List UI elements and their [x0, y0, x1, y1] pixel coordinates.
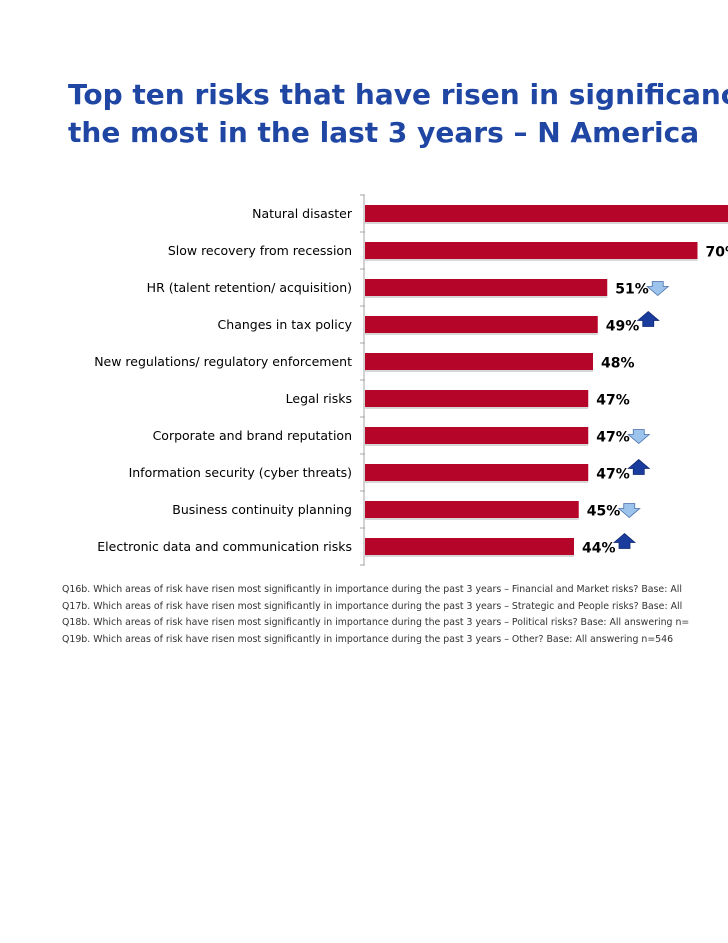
- bar-shadow: [365, 407, 589, 409]
- bar-shadow: [365, 333, 598, 335]
- value-label-new-regulations-regulatory-enforcement: 48%: [601, 356, 635, 372]
- category-label-information-security-cyber-threats: Information security (cyber threats): [129, 465, 352, 480]
- bar-shadow: [365, 259, 698, 261]
- trend-down-arrow-icon: [627, 429, 651, 445]
- trend-up-arrow-icon: [636, 310, 660, 327]
- value-label-information-security-cyber-threats: 47%: [596, 467, 630, 483]
- bar-new-regulations-regulatory-enforcement: [365, 353, 593, 370]
- bar-shadow: [365, 444, 589, 446]
- bar-electronic-data-and-communication-risks: [365, 538, 574, 555]
- trend-up-arrow-icon: [612, 532, 637, 549]
- bar-natural-disaster: [365, 205, 728, 222]
- bar-changes-in-tax-policy: [365, 316, 598, 333]
- footnote-q18b: Q18b. Which areas of risk have risen mos…: [62, 617, 690, 628]
- value-label-hr-talent-retention-acquisition: 51%: [615, 282, 649, 298]
- category-label-electronic-data-and-communication-risks: Electronic data and communication risks: [97, 539, 352, 554]
- category-label-business-continuity-planning: Business continuity planning: [172, 502, 352, 517]
- bar-slow-recovery-from-recession: [365, 242, 698, 259]
- value-label-electronic-data-and-communication-risks: 44%: [582, 541, 616, 557]
- bar-business-continuity-planning: [365, 501, 579, 518]
- bar-shadow: [365, 555, 574, 557]
- value-label-changes-in-tax-policy: 49%: [606, 319, 640, 335]
- value-label-slow-recovery-from-recession: 70%: [706, 245, 728, 261]
- category-label-hr-talent-retention-acquisition: HR (talent retention/ acquisition): [147, 280, 352, 295]
- page-title: Top ten risks that have risen in signifi…: [68, 76, 728, 152]
- bar-shadow: [365, 370, 593, 372]
- category-label-natural-disaster: Natural disaster: [252, 206, 353, 221]
- trend-down-arrow-icon: [646, 281, 670, 297]
- value-label-legal-risks: 47%: [596, 393, 630, 409]
- trend-up-arrow-icon: [627, 458, 651, 475]
- bar-information-security-cyber-threats: [365, 464, 589, 481]
- footnote-q19b: Q19b. Which areas of risk have risen mos…: [62, 633, 674, 645]
- bar-hr-talent-retention-acquisition: [365, 279, 608, 296]
- footnote-q16b: Q16b. Which areas of risk have risen mos…: [62, 584, 682, 595]
- bar-shadow: [365, 518, 579, 520]
- bar-shadow: [365, 481, 589, 483]
- footnote-q17b: Q17b. Which areas of risk have risen mos…: [62, 600, 683, 612]
- bar-shadow: [365, 296, 608, 298]
- value-label-business-continuity-planning: 45%: [587, 504, 621, 520]
- bar-corporate-and-brand-reputation: [365, 427, 589, 444]
- bar-legal-risks: [365, 390, 589, 407]
- category-label-changes-in-tax-policy: Changes in tax policy: [218, 317, 353, 332]
- category-label-new-regulations-regulatory-enforcement: New regulations/ regulatory enforcement: [94, 354, 352, 369]
- bar-shadow: [365, 222, 728, 224]
- category-label-corporate-and-brand-reputation: Corporate and brand reputation: [153, 428, 352, 443]
- footnotes: Q16b. Which areas of risk have risen mos…: [62, 582, 728, 648]
- category-label-slow-recovery-from-recession: Slow recovery from recession: [168, 243, 352, 258]
- category-label-legal-risks: Legal risks: [286, 391, 352, 406]
- bar-chart: Natural disaster Slow recovery from reces…: [94, 194, 728, 566]
- title-line-2: the most in the last 3 years – N America: [68, 116, 700, 149]
- title-line-1: Top ten risks that have risen in signifi…: [68, 78, 728, 111]
- value-label-corporate-and-brand-reputation: 47%: [596, 430, 630, 446]
- trend-down-arrow-icon: [617, 503, 641, 519]
